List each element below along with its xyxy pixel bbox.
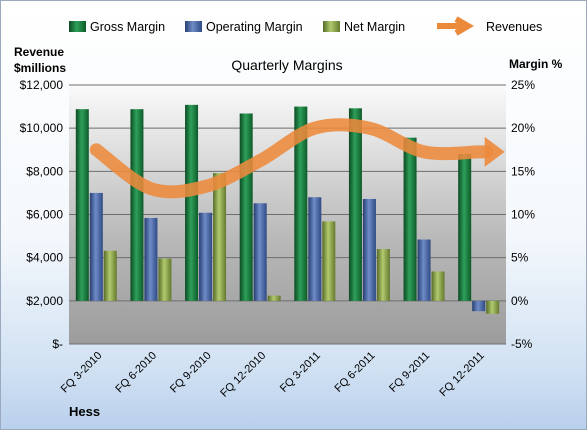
legend-swatch-operating-margin (185, 21, 202, 32)
y-right-tick-label: 10% (511, 208, 535, 222)
x-tick-label: FQ 12-2010 (218, 350, 268, 400)
legend-label-revenues: Revenues (486, 20, 542, 34)
chart-title: Quarterly Margins (231, 57, 342, 73)
revenues-line (89, 118, 494, 199)
y-left-axis-title-units: $millions (14, 61, 66, 75)
bar-net-margin-fq-3-2011 (322, 221, 336, 301)
legend-item-revenues: Revenues (437, 16, 542, 36)
y-left-ticks: $- $2,000 $4,000 $6,000 $8,000 $10,000 $12,000 (20, 78, 64, 351)
bar-net-margin-fq-9-2011 (431, 271, 445, 301)
legend-swatch-gross-margin (69, 21, 86, 32)
revenue-line (89, 118, 505, 199)
bar-operating-margin-fq-3-2010 (89, 192, 103, 301)
bar-operating-margin-fq-12-2011 (472, 300, 486, 312)
y-left-tick-label: $10,000 (20, 121, 64, 135)
bar-gross-margin-fq-9-2011 (403, 137, 417, 301)
y-right-tick-label: 0% (511, 294, 529, 308)
bar-net-margin-fq-12-2011 (486, 300, 500, 314)
bar-gross-margin-fq-12-2011 (458, 154, 472, 301)
y-left-tick-label: $6,000 (26, 208, 63, 222)
legend: Gross Margin Operating Margin Net Margin… (69, 16, 542, 36)
legend-item-gross-margin: Gross Margin (69, 20, 165, 34)
y-right-tick-label: 20% (511, 121, 535, 135)
legend-label-gross-margin: Gross Margin (90, 20, 165, 34)
x-tick-label: FQ 12-2011 (437, 350, 486, 399)
bar-gross-margin-fq-3-2010 (75, 109, 89, 301)
y-left-axis-title: Revenue (14, 45, 64, 59)
bar-gross-margin-fq-6-2011 (348, 108, 362, 301)
x-tick-label: FQ 6-2010 (113, 350, 159, 396)
bar-net-margin-fq-12-2010 (267, 295, 281, 301)
revenues-arrowhead (484, 136, 505, 167)
bar-net-margin-fq-3-2010 (103, 250, 117, 301)
x-tick-label: FQ 6-2011 (332, 350, 377, 395)
bar-operating-margin-fq-12-2010 (253, 203, 267, 301)
x-tick-label: FQ 3-2010 (59, 350, 105, 396)
x-tick-label: FQ 9-2010 (168, 350, 214, 396)
bar-operating-margin-fq-9-2011 (417, 239, 431, 301)
legend-swatch-net-margin (323, 21, 340, 32)
bar-operating-margin-fq-9-2010 (199, 212, 213, 301)
bar-operating-margin-fq-3-2011 (308, 197, 322, 301)
y-left-tick-label: $4,000 (26, 251, 63, 265)
legend-label-operating-margin: Operating Margin (206, 20, 303, 34)
legend-label-net-margin: Net Margin (344, 20, 405, 34)
y-left-tick-label: $2,000 (26, 294, 63, 308)
x-tick-labels: FQ 3-2010 FQ 6-2010 FQ 9-2010 FQ 12-2010 FQ … (59, 350, 487, 400)
bar-operating-margin-fq-6-2011 (362, 198, 376, 301)
legend-item-operating-margin: Operating Margin (185, 20, 303, 34)
y-right-tick-label: 5% (511, 251, 529, 265)
legend-item-net-margin: Net Margin (323, 20, 405, 34)
y-right-axis-title: Margin % (509, 57, 563, 71)
bar-net-margin-fq-6-2011 (376, 249, 390, 301)
company-label: Hess (69, 404, 100, 419)
bar-gross-margin-fq-12-2010 (239, 113, 253, 301)
x-tick-label: FQ 3-2011 (278, 350, 323, 395)
bar-gross-margin-fq-3-2011 (294, 106, 308, 301)
bar-operating-margin-fq-6-2010 (144, 217, 158, 301)
bar-net-margin-fq-6-2010 (158, 258, 172, 301)
y-right-tick-label: 25% (511, 78, 535, 92)
y-left-tick-label: $- (52, 337, 63, 351)
y-right-ticks: -5% 0% 5% 10% 15% 20% 25% (511, 78, 535, 351)
x-tick-label: FQ 9-2011 (387, 350, 432, 395)
bars (75, 104, 500, 314)
bar-gross-margin-fq-6-2010 (130, 109, 144, 301)
y-right-tick-label: -5% (511, 337, 533, 351)
y-left-tick-label: $12,000 (20, 78, 64, 92)
legend-arrow-revenues (437, 16, 474, 36)
bar-net-margin-fq-9-2010 (213, 173, 227, 301)
y-right-tick-label: 15% (511, 164, 535, 178)
bar-gross-margin-fq-9-2010 (185, 104, 199, 301)
y-left-tick-label: $8,000 (26, 164, 63, 178)
